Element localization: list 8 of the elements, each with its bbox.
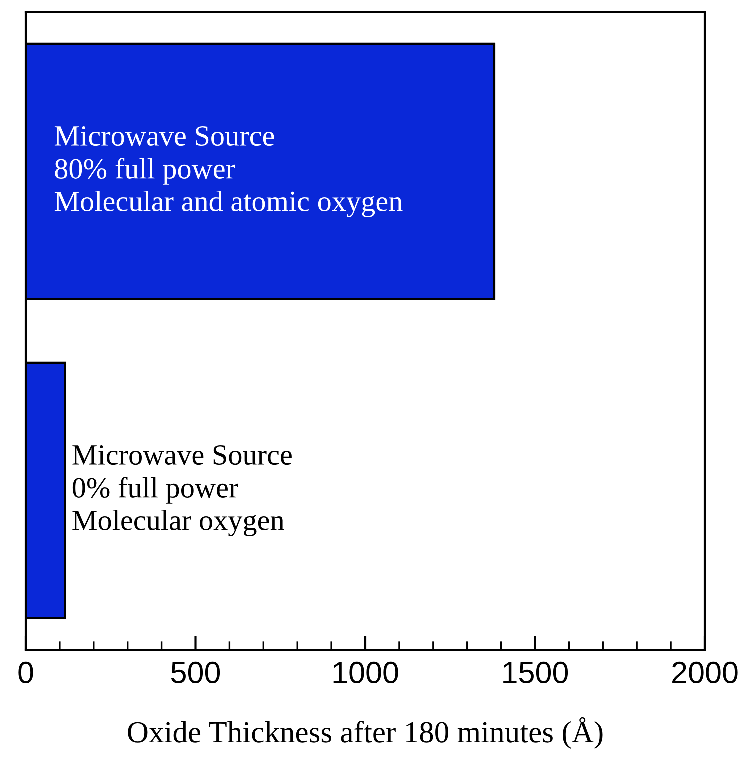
x-tick-label: 2000 bbox=[672, 662, 738, 684]
x-tick-label: 500 bbox=[171, 662, 220, 684]
x-tick-label: 1500 bbox=[504, 662, 568, 684]
x-axis-title: Oxide Thickness after 180 minutes (Å) bbox=[128, 717, 603, 750]
annotation: Microwave Source 80% full power Molecular and atomic oxygen bbox=[54, 126, 403, 218]
x-tick-label: 0 bbox=[18, 662, 34, 684]
x-tick-label: 1000 bbox=[334, 662, 398, 684]
annotation: Microwave Source 0% full power Molecular oxygen bbox=[72, 445, 292, 536]
